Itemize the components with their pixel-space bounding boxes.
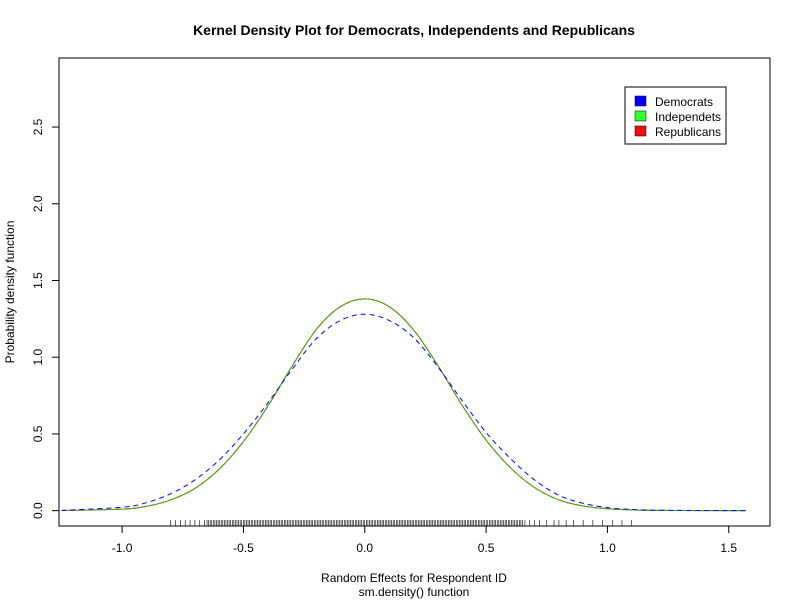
y-tick-label: 2.5 [31,118,45,135]
x-tick-label: -1.0 [112,541,133,555]
legend-label-democrats: Democrats [655,95,713,109]
x-tick-label: 0.5 [478,541,495,555]
series-layer [61,298,746,512]
x-axis-label: Random Effects for Respondent ID [321,571,507,585]
series-line-republicans [61,298,746,512]
x-axis: -1.0 -0.5 0.0 0.5 1.0 1.5 [112,525,737,555]
legend-swatch-independets [634,110,647,122]
x-tick-label: 0.0 [356,541,373,555]
legend-label-independets: Independets [655,110,721,124]
x-tick-label: 1.5 [720,541,737,555]
chart-title: Kernel Density Plot for Democrats, Indep… [193,22,635,38]
series-line-overlay [61,298,746,512]
y-tick-label: 1.0 [31,349,45,366]
x-tick-label: 1.0 [599,541,616,555]
series-line-democrats [61,313,746,512]
y-axis-label: Probability density function [3,221,17,364]
legend-label-republicans: Republicans [655,125,721,139]
y-tick-label: 0.0 [31,502,45,519]
x-axis-sublabel: sm.density() function [359,585,470,599]
y-tick-label: 2.0 [31,195,45,212]
y-tick-label: 0.5 [31,425,45,442]
legend-swatch-republicans [634,125,647,137]
legend: Democrats Independets Republicans [624,86,727,145]
series-line-independets [61,298,746,512]
y-tick-label: 1.5 [31,272,45,289]
x-tick-label: -0.5 [233,541,254,555]
y-axis: 0.0 0.5 1.0 1.5 2.0 2.5 [31,118,60,519]
rug-marks [170,520,632,526]
legend-swatch-democrats [634,95,647,107]
